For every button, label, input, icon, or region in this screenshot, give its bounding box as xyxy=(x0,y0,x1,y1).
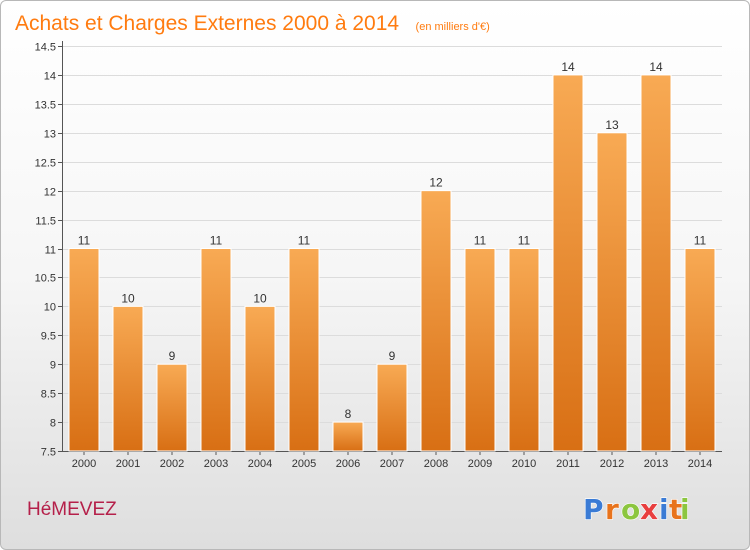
y-tick-label: 10 xyxy=(44,302,56,314)
x-tick-label: 2014 xyxy=(688,458,712,470)
value-label-2013: 14 xyxy=(649,60,663,74)
y-tick-label: 13 xyxy=(44,129,56,141)
x-tick-label: 2001 xyxy=(116,458,140,470)
axes: 7.5 8 8.5 9 9.5 10 10.5 11 11.5 12 12.5 13 13.5 14 14.… xyxy=(35,41,722,470)
value-label-2010: 11 xyxy=(518,234,531,248)
bar-2014 xyxy=(684,248,716,452)
logo-letter: i xyxy=(680,493,690,526)
y-tick-label: 10.5 xyxy=(35,273,56,285)
y-tick-label: 14.5 xyxy=(35,42,56,54)
y-tick-label: 9.5 xyxy=(41,331,56,343)
bar-2010 xyxy=(508,248,540,452)
bar-2003 xyxy=(200,248,232,452)
value-label-2007: 9 xyxy=(389,349,396,363)
bar-2001 xyxy=(112,305,144,452)
value-label-2009: 11 xyxy=(474,234,487,248)
y-tick-label: 12 xyxy=(44,187,56,199)
logo-letter: x xyxy=(640,493,658,526)
value-label-2001: 10 xyxy=(121,291,135,305)
x-tick-label: 2013 xyxy=(644,458,668,470)
bar-2008 xyxy=(420,190,452,452)
bar-2013 xyxy=(640,74,672,452)
chart-title-main: Achats et Charges Externes 2000 à 2014 xyxy=(15,12,399,35)
value-label-2011: 14 xyxy=(561,60,575,74)
x-tick-label: 2009 xyxy=(468,458,492,470)
bar-2006 xyxy=(332,421,364,452)
y-tick-label: 7.5 xyxy=(41,447,56,459)
y-tick-label: 8 xyxy=(50,418,56,430)
x-tick-label: 2000 xyxy=(72,458,96,470)
bar-2012 xyxy=(596,132,628,452)
x-tick-label: 2008 xyxy=(424,458,448,470)
value-label-2002: 9 xyxy=(169,349,176,363)
bar-2011 xyxy=(552,74,584,452)
chart-title: Achats et Charges Externes 2000 à 2014 (… xyxy=(15,12,490,35)
value-label-2005: 11 xyxy=(298,234,311,248)
x-tick-label: 2012 xyxy=(600,458,624,470)
bar-2005 xyxy=(288,248,320,452)
logo-letter: o xyxy=(621,493,640,526)
y-tick-label: 14 xyxy=(44,71,56,83)
value-label-2004: 10 xyxy=(253,291,267,305)
x-tick-label: 2005 xyxy=(292,458,316,470)
bars xyxy=(68,74,716,452)
value-label-2008: 12 xyxy=(429,176,443,190)
value-label-2000: 11 xyxy=(78,234,91,248)
x-tick-label: 2006 xyxy=(336,458,360,470)
bar-2000 xyxy=(68,248,100,452)
chart-title-unit: (en milliers d'€) xyxy=(416,21,490,33)
grid-lines xyxy=(62,46,722,452)
x-tick-label: 2003 xyxy=(204,458,228,470)
y-tick-label: 9 xyxy=(50,360,56,372)
value-label-2012: 13 xyxy=(605,118,619,132)
x-tick-label: 2002 xyxy=(160,458,184,470)
y-tick-label: 8.5 xyxy=(41,389,56,401)
y-tick-label: 11 xyxy=(45,245,56,257)
x-tick-label: 2010 xyxy=(512,458,536,470)
x-tick-label: 2004 xyxy=(248,458,272,470)
y-tick-label: 12.5 xyxy=(35,158,56,170)
value-label-2003: 11 xyxy=(210,234,223,248)
logo-letter: t xyxy=(669,493,682,526)
bar-2004 xyxy=(244,305,276,452)
logo-letter: P xyxy=(583,493,604,526)
logo-letter: i xyxy=(659,493,669,526)
value-label-2014: 11 xyxy=(694,234,707,248)
x-tick-label: 2007 xyxy=(380,458,404,470)
bar-2007 xyxy=(376,363,408,452)
bar-2009 xyxy=(464,248,496,452)
bar-2002 xyxy=(156,363,188,452)
logo-letter: r xyxy=(605,493,619,526)
y-tick-label: 13.5 xyxy=(35,100,56,112)
value-labels: 11 10 9 11 10 11 8 9 12 11 11 14 13 14 11 xyxy=(78,60,707,421)
y-tick-label: 11.5 xyxy=(35,216,56,228)
commune-name: HéMEVEZ xyxy=(27,499,117,520)
x-tick-label: 2011 xyxy=(556,458,580,470)
value-label-2006: 8 xyxy=(345,407,352,421)
